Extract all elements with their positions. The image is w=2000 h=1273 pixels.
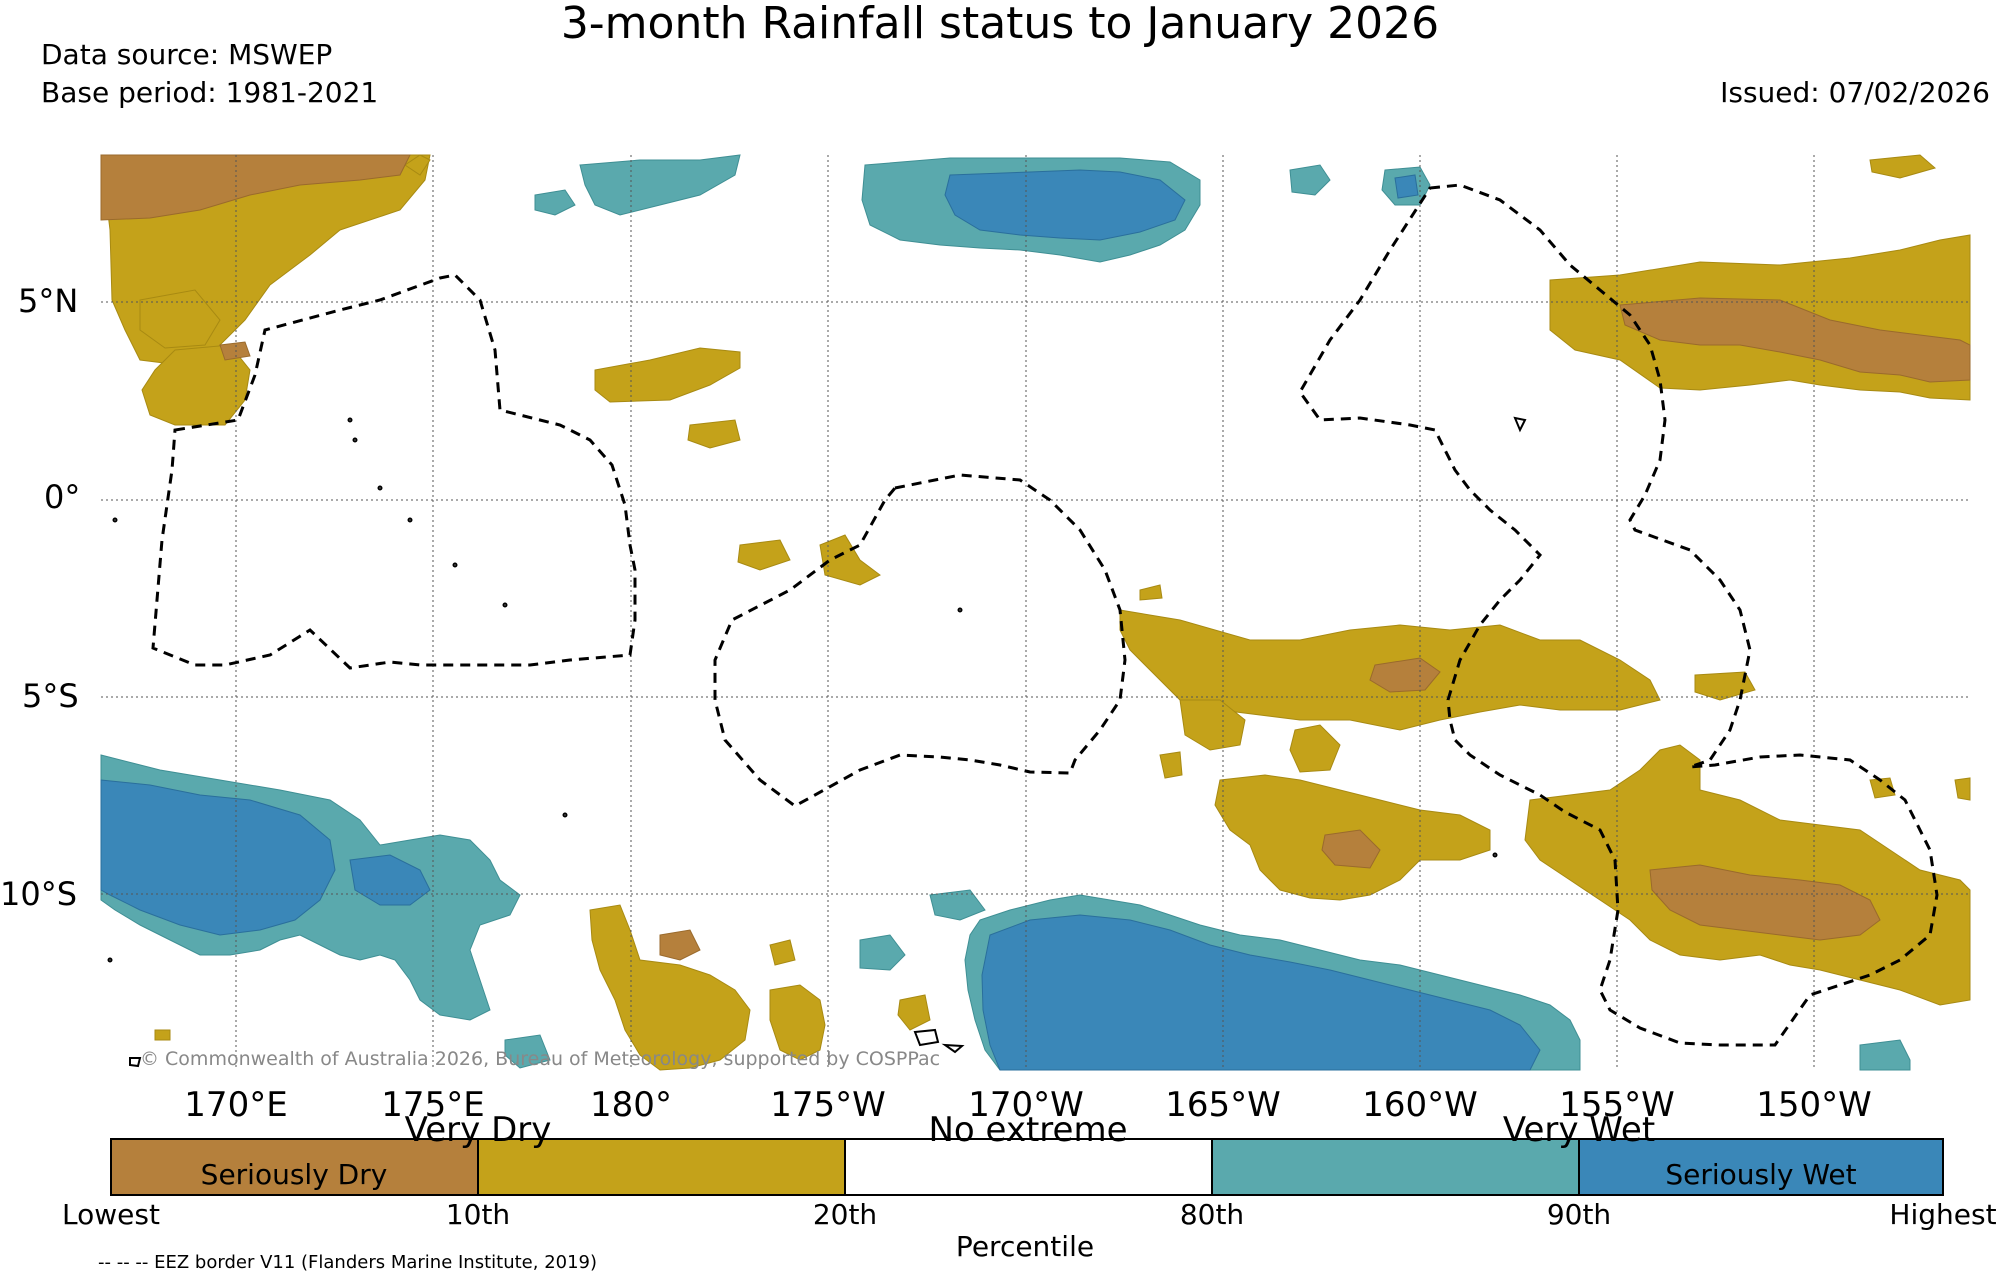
lon-label-170e: 170°E (184, 1085, 288, 1125)
map-title: 3-month Rainfall status to January 2026 (560, 0, 1440, 49)
lon-label-175w: 175°W (770, 1085, 886, 1125)
islands (107, 416, 1527, 1068)
eez-borders (151, 183, 1939, 1047)
eez-note: -- -- -- EEZ border V11 (Flanders Marine… (98, 1252, 598, 1273)
lat-label-5s: 5°S (22, 677, 79, 715)
lat-label-5n: 5°N (18, 282, 79, 320)
lon-label-180: 180° (590, 1085, 672, 1125)
lon-label-170w: 170°W (968, 1085, 1084, 1125)
seriously-dry-regions (100, 154, 1971, 961)
legend-category-very-wet: Very Wet (1502, 1110, 1656, 1150)
lat-label-0: 0° (44, 478, 81, 516)
lat-label-10s: 10°S (0, 875, 78, 913)
legend-label-seriously-dry: Seriously Dry (200, 1158, 388, 1191)
legend-category-very-dry: Very Dry (404, 1110, 552, 1150)
legend-tick-lowest: Lowest (62, 1198, 160, 1231)
lon-label-160w: 160°W (1362, 1085, 1478, 1125)
base-period: Base period: 1981-2021 (41, 76, 379, 109)
legend-bar (110, 1138, 1944, 1196)
data-source: Data source: MSWEP (41, 38, 333, 71)
lon-label-155w: 155°W (1559, 1085, 1675, 1125)
legend-tick-10th: 10th (445, 1198, 511, 1231)
legend-tick-90th: 90th (1546, 1198, 1612, 1231)
copyright-notice: © Commonwealth of Australia 2026, Bureau… (140, 1048, 941, 1070)
legend-category-no-extreme: No extreme (928, 1110, 1128, 1150)
legend-axis-title: Percentile (955, 1230, 1095, 1263)
legend-tick-20th: 20th (812, 1198, 878, 1231)
legend-tick-80th: 80th (1179, 1198, 1245, 1231)
lon-label-165w: 165°W (1165, 1085, 1281, 1125)
grid (101, 155, 1970, 1070)
legend-label-seriously-wet: Seriously Wet (1665, 1158, 1857, 1191)
lon-label-175e: 175°E (381, 1085, 485, 1125)
lon-label-150w: 150°W (1756, 1085, 1872, 1125)
legend-tick-highest: Highest (1889, 1198, 1997, 1231)
issued-date: Issued: 07/02/2026 (1720, 76, 1990, 109)
seriously-wet-regions (100, 169, 1541, 1071)
